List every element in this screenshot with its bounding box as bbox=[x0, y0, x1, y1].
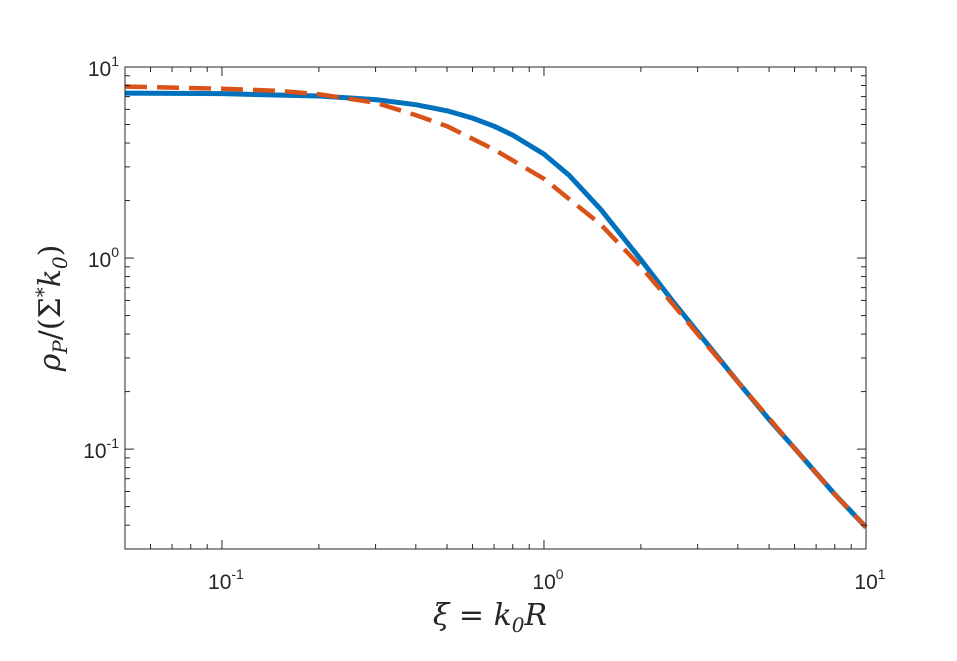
y-tick-label: 100 bbox=[88, 244, 119, 272]
y-tick-label: 101 bbox=[88, 53, 119, 81]
y-axis-label: ρP/(Σ*k0) bbox=[31, 245, 72, 373]
series-layer bbox=[124, 84, 868, 529]
x-axis-label: ξ = k0R bbox=[433, 598, 547, 637]
x-tick-label: 101 bbox=[854, 566, 885, 594]
series-line-1 bbox=[124, 90, 868, 529]
series-line-2 bbox=[124, 84, 868, 529]
tick-label-layer: 10-1 100 101 10-1 100 101 bbox=[83, 53, 886, 594]
y-tick-label: 10-1 bbox=[83, 435, 119, 463]
tick-layer bbox=[124, 66, 867, 550]
x-tick-label: 10-1 bbox=[208, 566, 244, 594]
x-tick-label: 100 bbox=[532, 566, 563, 594]
plot-frame bbox=[124, 66, 867, 550]
